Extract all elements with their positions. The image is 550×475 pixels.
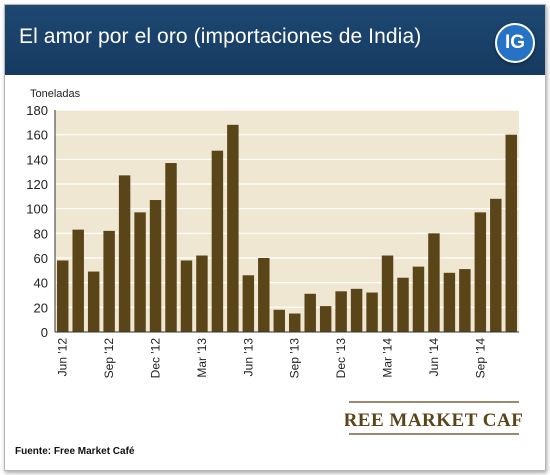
- free-market-cafe-logo: FREE MARKET CAFÉ: [345, 401, 523, 435]
- bar: [428, 233, 440, 332]
- bar: [227, 124, 239, 332]
- y-tick-label: 180: [26, 103, 48, 118]
- ig-logo: IG: [495, 23, 535, 63]
- bar: [397, 277, 409, 332]
- bar: [149, 200, 162, 332]
- bar: [289, 313, 301, 332]
- bar: [196, 255, 208, 332]
- x-tick-label: Sep '12: [102, 338, 116, 379]
- bar: [134, 212, 146, 332]
- bar: [242, 275, 255, 332]
- bar: [319, 306, 332, 332]
- y-tick-label: 80: [34, 226, 48, 241]
- bar: [459, 269, 471, 332]
- bar: [72, 229, 84, 332]
- bar: [350, 288, 363, 332]
- header-banner: El amor por el oro (importaciones de Ind…: [5, 5, 545, 75]
- bar: [118, 175, 131, 332]
- bar: [273, 309, 285, 332]
- bar: [335, 291, 347, 332]
- bar: [366, 292, 378, 332]
- bar: [103, 230, 115, 332]
- y-tick-label: 20: [34, 300, 48, 315]
- x-tick-label: Jun '13: [241, 338, 255, 377]
- x-tick-label: Sep '13: [288, 338, 302, 379]
- bar: [381, 255, 394, 332]
- bar: [180, 260, 193, 332]
- y-tick-label: 140: [26, 152, 48, 167]
- bar: [474, 212, 487, 332]
- y-tick-label: 60: [34, 251, 48, 266]
- bar: [211, 150, 224, 332]
- bar: [304, 293, 316, 332]
- x-tick-label: Jun '14: [427, 338, 441, 377]
- bar: [443, 272, 456, 332]
- infographic-card: El amor por el oro (importaciones de Ind…: [4, 4, 546, 471]
- y-tick-label: 160: [26, 128, 48, 143]
- y-tick-label: 120: [26, 177, 48, 192]
- y-tick-label: 40: [34, 276, 48, 291]
- bar-chart: 0 20 40 60 80 100 120 140 160 180 Jun '12 Sep '12 De…: [26, 103, 519, 379]
- x-tick-label: Dec '13: [334, 338, 348, 379]
- chart-title: El amor por el oro (importaciones de Ind…: [19, 25, 422, 48]
- bar: [57, 260, 69, 332]
- y-axis-unit-label: Toneladas: [30, 88, 81, 100]
- svg-text:FREE MARKET CAFÉ: FREE MARKET CAFÉ: [345, 409, 523, 431]
- bar: [258, 258, 270, 332]
- bar: [412, 266, 425, 332]
- plot-background: [55, 110, 519, 332]
- y-tick-label: 100: [26, 202, 48, 217]
- x-tick-label: Mar '13: [195, 338, 209, 378]
- x-tick-label: Sep '14: [473, 338, 487, 379]
- x-tick-label: Dec '12: [149, 338, 163, 379]
- bar: [165, 163, 177, 332]
- bar: [505, 134, 517, 332]
- bar: [87, 271, 100, 332]
- bar: [490, 198, 502, 332]
- x-tick-label: Mar '14: [381, 338, 395, 378]
- x-tick-label: Jun '12: [56, 338, 70, 377]
- y-tick-label: 0: [41, 325, 48, 340]
- source-note: Fuente: Free Market Café: [15, 446, 135, 457]
